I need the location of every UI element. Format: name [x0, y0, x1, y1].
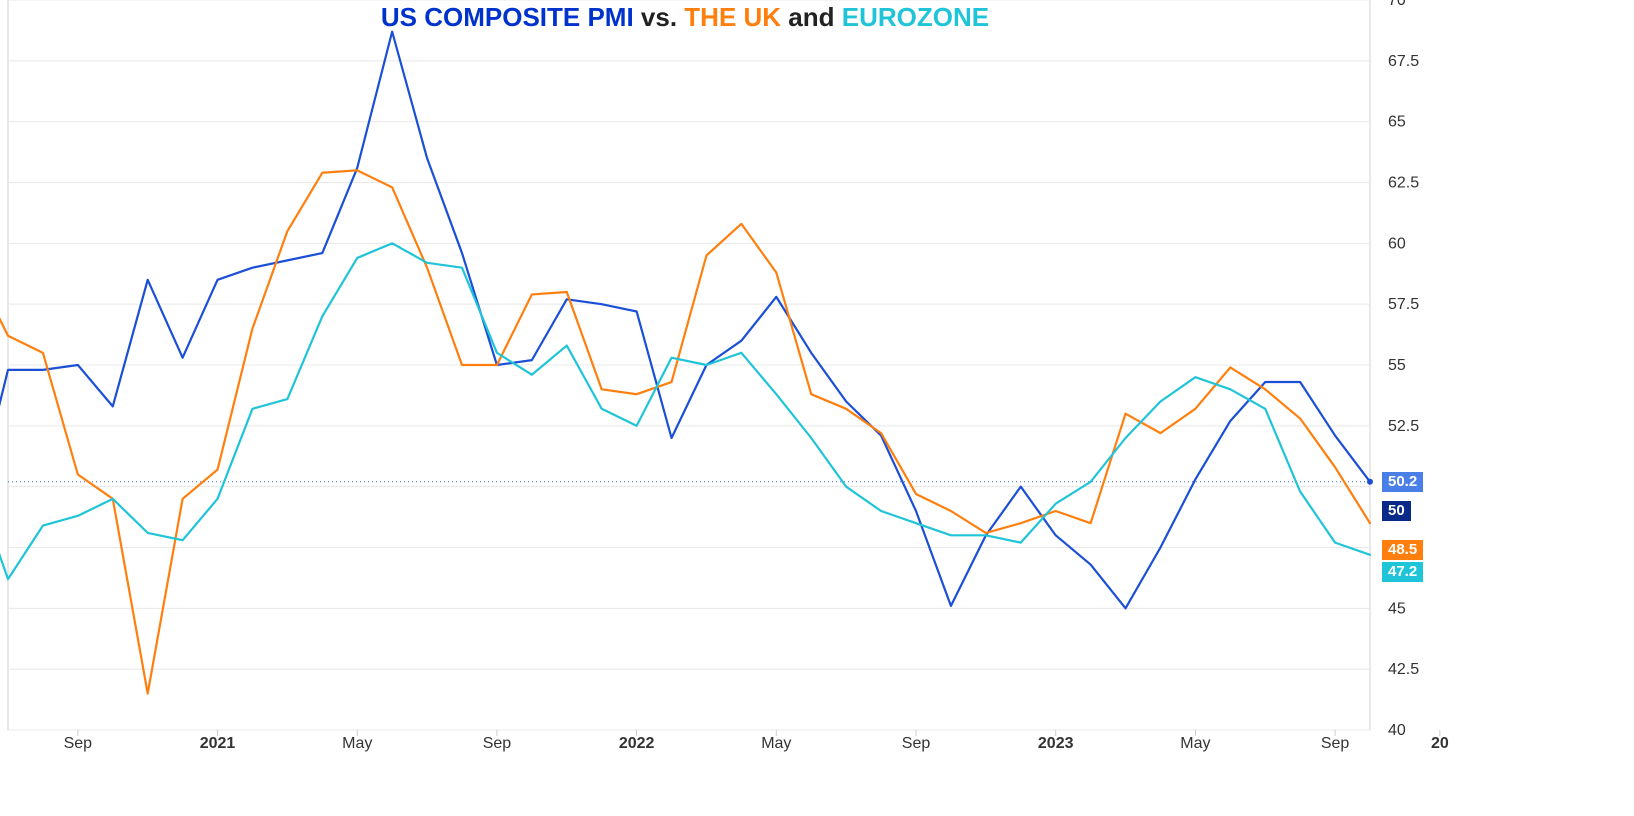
chart-title: US COMPOSITE PMI vs. THE UK and EUROZONE: [0, 2, 1370, 33]
value-tag: 50.2: [1382, 472, 1423, 492]
x-axis-label: Sep: [1321, 735, 1350, 752]
x-axis-label: May: [1180, 735, 1210, 752]
x-axis-label: 2021: [200, 735, 236, 752]
title-us: US COMPOSITE PMI: [381, 2, 634, 32]
x-axis-label: Sep: [902, 735, 931, 752]
series-us: [0, 32, 1370, 609]
value-tag: 48.5: [1382, 540, 1423, 560]
title-vs: vs.: [634, 2, 685, 32]
series-uk: [0, 170, 1370, 693]
x-axis-label: 2022: [619, 735, 655, 752]
x-axis-label: Sep: [483, 735, 512, 752]
title-and: and: [781, 2, 842, 32]
y-axis-label: 57.5: [1388, 296, 1419, 313]
x-axis-label: 20: [1431, 735, 1449, 752]
y-axis-label: 67.5: [1388, 53, 1419, 70]
value-tag: 47.2: [1382, 562, 1423, 582]
chart-root: US COMPOSITE PMI vs. THE UK and EUROZONE…: [0, 0, 1634, 816]
y-axis-label: 45: [1388, 600, 1406, 617]
x-axis-label: Sep: [64, 735, 93, 752]
title-ez: EUROZONE: [842, 2, 989, 32]
y-axis-label: 65: [1388, 114, 1406, 131]
y-axis-label: 52.5: [1388, 418, 1419, 435]
value-tag: 50: [1382, 501, 1411, 521]
y-axis-label: 62.5: [1388, 175, 1419, 192]
x-axis-label: 2023: [1038, 735, 1074, 752]
chart-svg: 4042.54547.55052.55557.56062.56567.570Se…: [0, 0, 1634, 816]
title-uk: THE UK: [684, 2, 781, 32]
y-axis-label: 55: [1388, 357, 1406, 374]
series-us-end-marker: [1367, 479, 1373, 485]
x-axis-label: May: [761, 735, 791, 752]
y-axis-label: 60: [1388, 235, 1406, 252]
y-axis-label: 40: [1388, 722, 1406, 739]
y-axis-label: 42.5: [1388, 661, 1419, 678]
y-axis-label: 70: [1388, 0, 1406, 9]
x-axis-label: May: [342, 735, 372, 752]
